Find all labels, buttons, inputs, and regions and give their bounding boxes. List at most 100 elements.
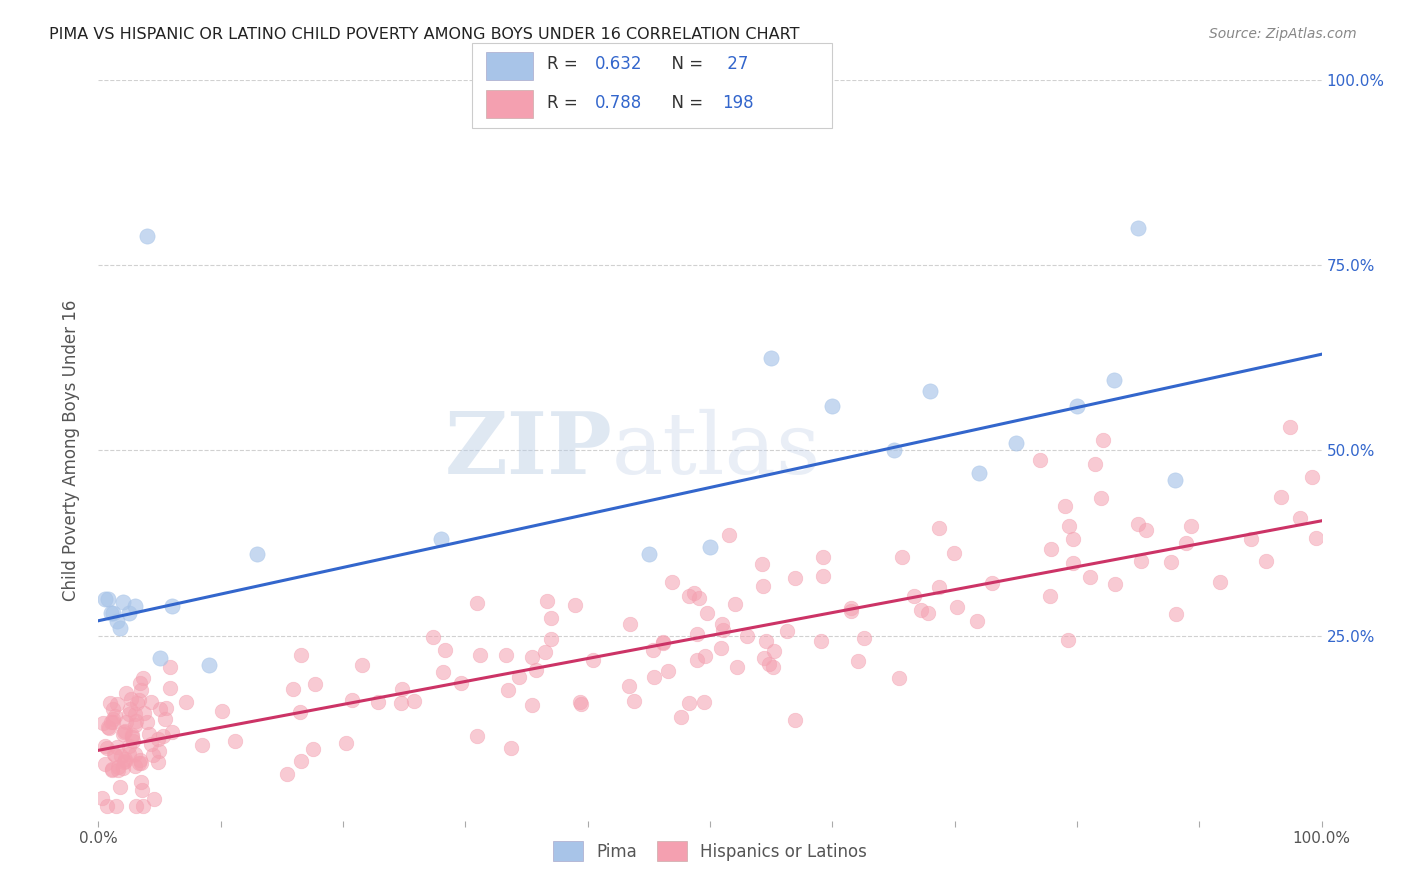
Point [696, 606, 718, 620]
Point [97, 721, 120, 735]
Point [118, 747, 141, 761]
Point [162, 725, 184, 739]
Point [1164, 473, 1187, 487]
Point [155, 701, 177, 715]
Point [110, 749, 132, 764]
Point [121, 728, 143, 742]
Point [120, 702, 142, 716]
Point [810, 634, 832, 648]
Point [811, 569, 834, 583]
Point [496, 683, 519, 698]
Point [128, 693, 150, 707]
Point [710, 641, 733, 656]
Point [945, 600, 967, 615]
Point [146, 756, 169, 770]
Point [101, 712, 124, 726]
Point [762, 660, 785, 674]
Point [108, 780, 131, 794]
Point [540, 632, 562, 646]
Point [524, 664, 547, 678]
Point [1135, 523, 1157, 537]
Point [391, 681, 413, 696]
Point [148, 744, 170, 758]
Point [724, 597, 747, 611]
Point [683, 585, 706, 599]
Point [1029, 453, 1052, 467]
Point [124, 759, 146, 773]
Point [1090, 491, 1112, 505]
Point [686, 653, 709, 667]
Text: 0.788: 0.788 [595, 94, 643, 112]
Point [1166, 607, 1188, 621]
Point [160, 599, 183, 613]
Point [142, 747, 165, 762]
Point [430, 533, 453, 547]
Point [110, 621, 132, 635]
Point [136, 228, 159, 243]
Point [1128, 221, 1150, 235]
Point [93, 739, 115, 754]
Point [1209, 574, 1232, 589]
Point [153, 713, 176, 727]
Point [159, 659, 181, 673]
Point [93, 756, 115, 771]
Text: R =: R = [547, 94, 583, 112]
Point [100, 715, 122, 730]
Point [693, 648, 716, 663]
Point [841, 600, 863, 615]
Point [131, 798, 153, 813]
Point [520, 649, 543, 664]
Point [910, 603, 932, 617]
Point [159, 681, 181, 696]
Point [1254, 554, 1277, 568]
Point [124, 747, 146, 761]
Point [1039, 542, 1062, 557]
Point [104, 798, 127, 813]
Point [1092, 434, 1115, 448]
Point [389, 696, 412, 710]
Point [652, 635, 675, 649]
Point [114, 715, 136, 730]
Point [776, 624, 799, 638]
Point [1305, 532, 1327, 546]
Text: PIMA VS HISPANIC OR LATINO CHILD POVERTY AMONG BOYS UNDER 16 CORRELATION CHART: PIMA VS HISPANIC OR LATINO CHILD POVERTY… [49, 27, 800, 42]
Point [124, 718, 146, 732]
Point [118, 607, 141, 621]
Point [495, 648, 517, 662]
Point [751, 557, 773, 571]
Point [125, 696, 148, 710]
Point [93, 591, 115, 606]
Point [96, 741, 118, 756]
Point [1062, 556, 1084, 570]
Point [1289, 511, 1312, 525]
Point [148, 701, 170, 715]
Point [980, 575, 1002, 590]
Point [699, 540, 721, 554]
Point [174, 695, 197, 709]
Point [508, 670, 530, 684]
Point [224, 733, 246, 747]
Point [568, 695, 591, 709]
Point [1279, 420, 1302, 434]
Point [641, 642, 664, 657]
Point [112, 761, 135, 775]
Point [124, 707, 146, 722]
Point [136, 714, 159, 729]
Point [693, 695, 716, 709]
Point [103, 702, 125, 716]
Point [678, 589, 700, 603]
Point [111, 595, 134, 609]
Point [1270, 490, 1292, 504]
Point [128, 756, 150, 771]
Point [1180, 518, 1202, 533]
Point [943, 546, 966, 560]
Point [1084, 457, 1107, 471]
Point [246, 547, 269, 561]
Point [1057, 518, 1080, 533]
Point [422, 630, 444, 644]
Text: 0.632: 0.632 [595, 54, 643, 72]
Point [97, 720, 120, 734]
Point [290, 754, 312, 768]
Text: 198: 198 [723, 94, 754, 112]
Point [340, 693, 363, 707]
